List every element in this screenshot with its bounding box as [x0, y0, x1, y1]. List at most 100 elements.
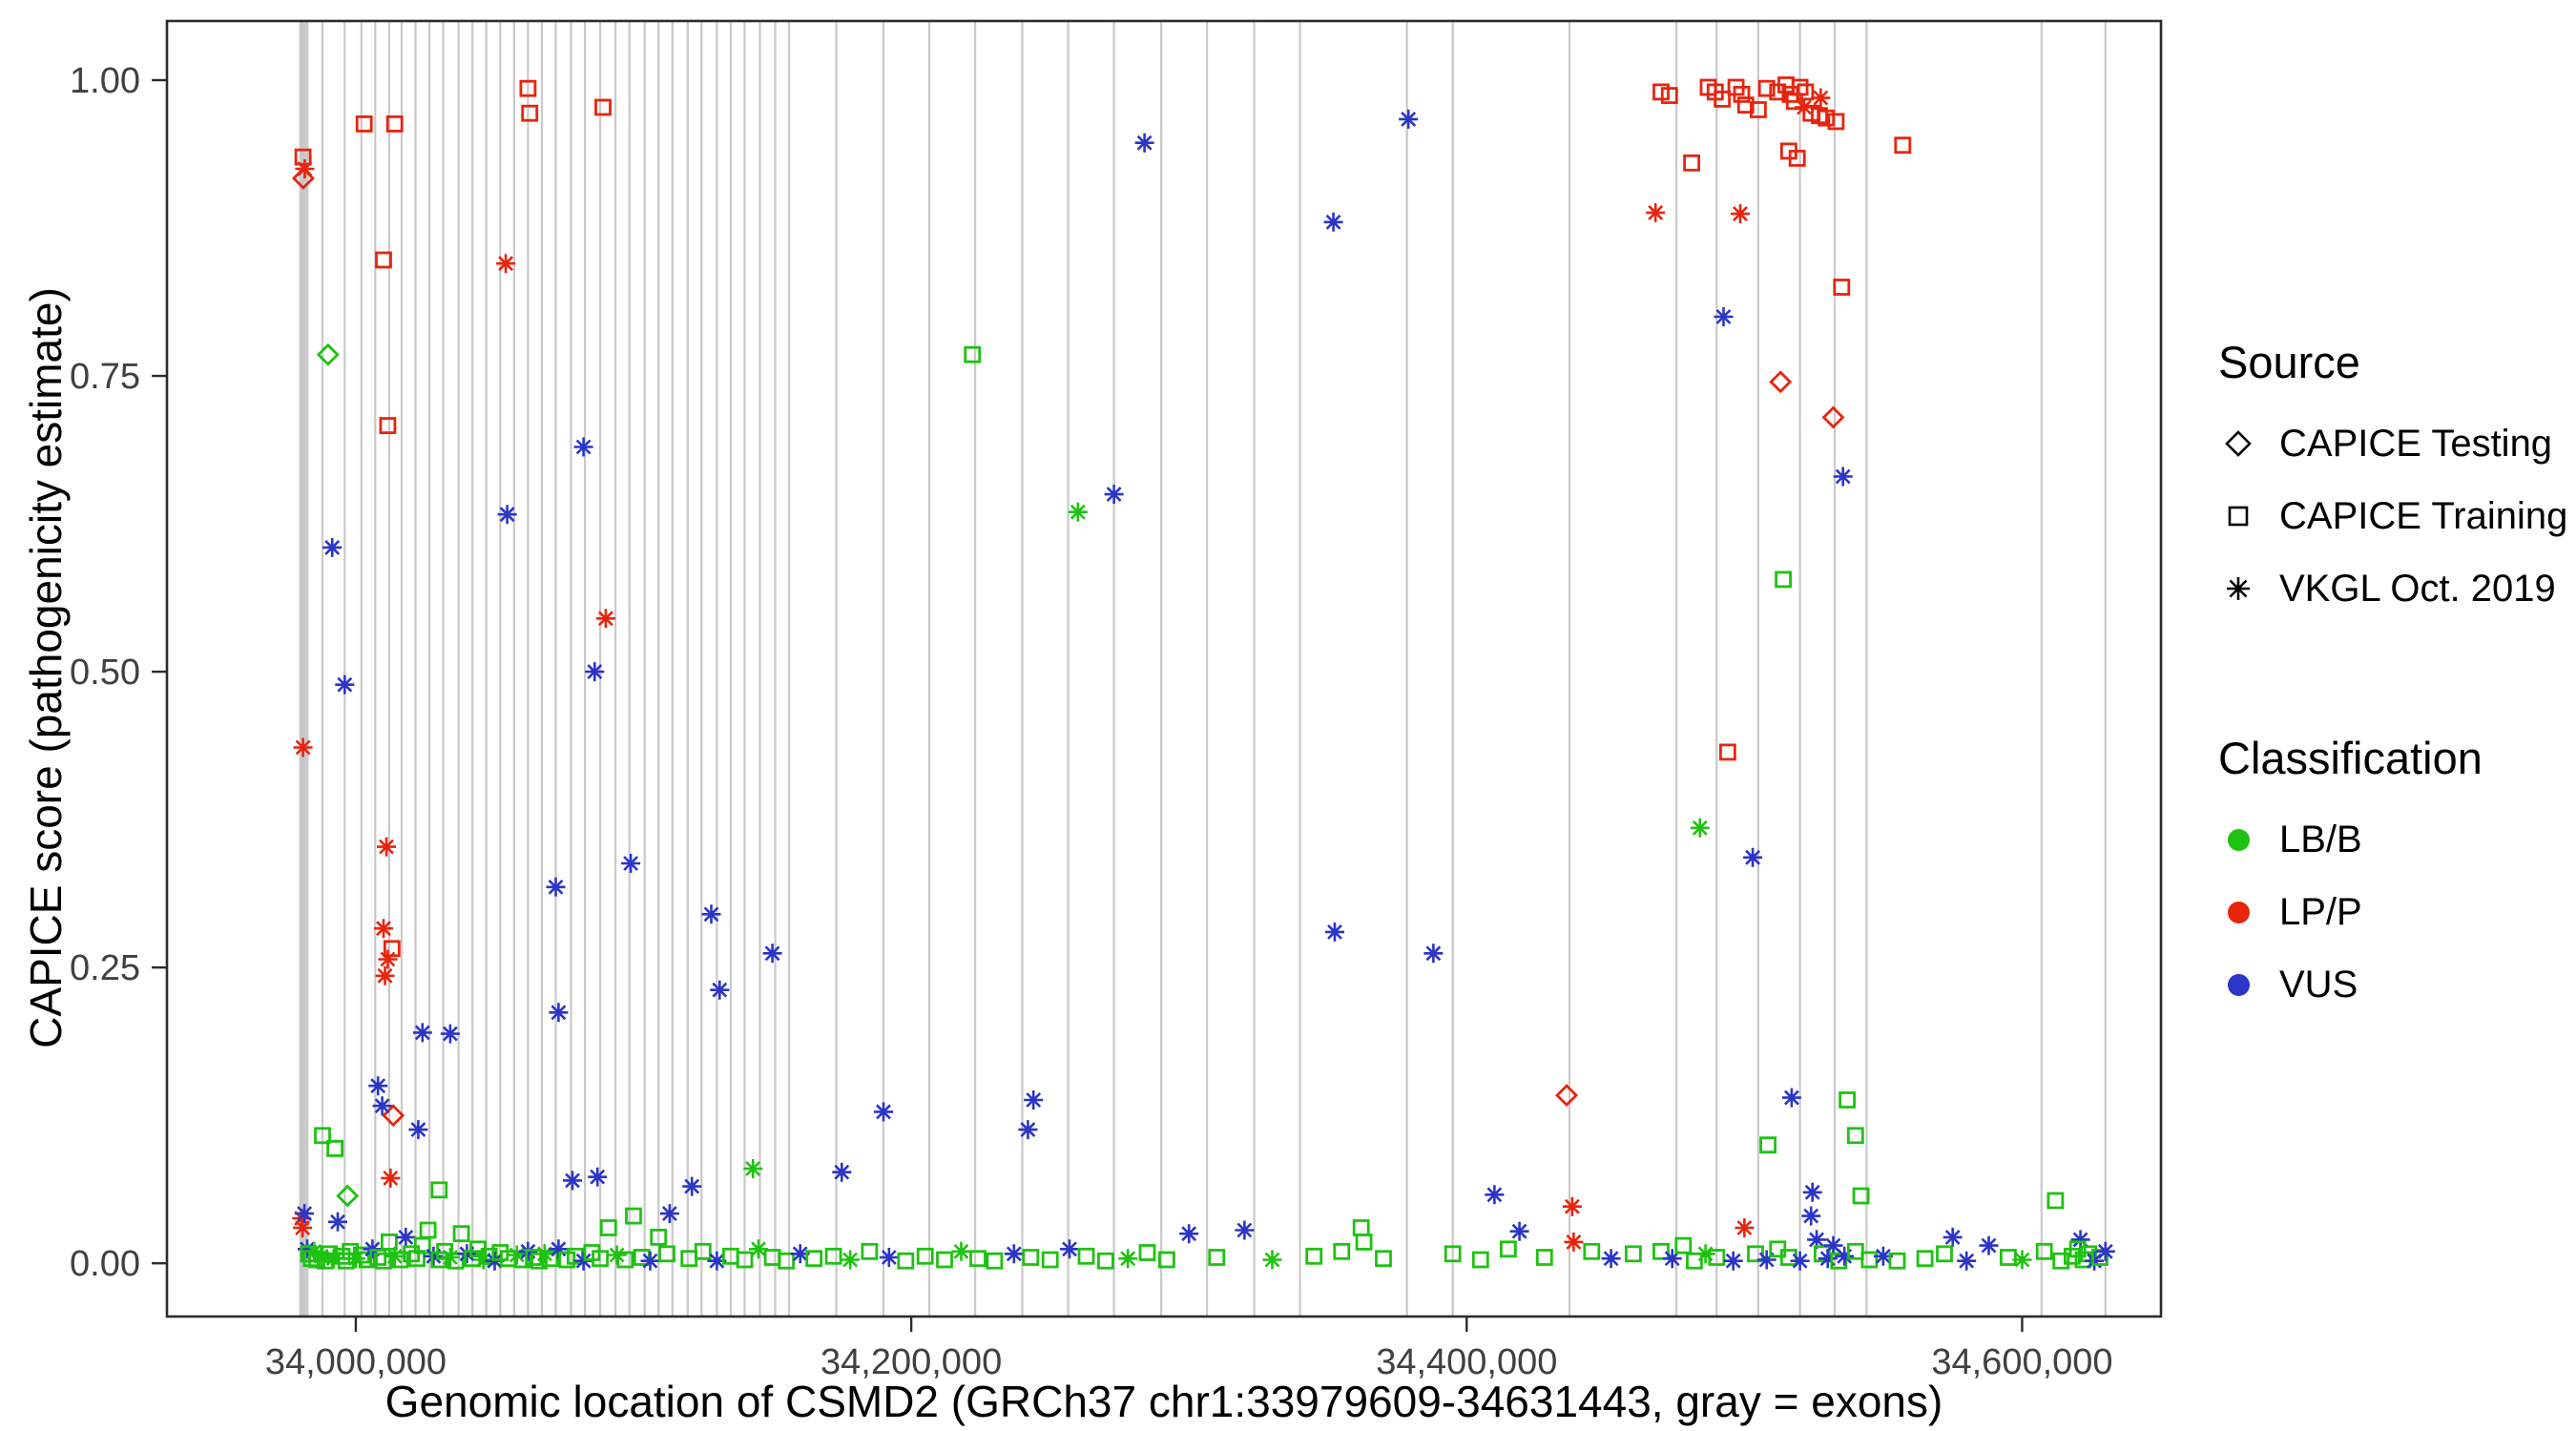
data-point-square: [1827, 113, 1845, 131]
data-point-asterisk: [1801, 1206, 1821, 1226]
data-point-asterisk: [496, 254, 516, 274]
data-point-square: [521, 104, 539, 122]
data-point-square: [430, 1181, 448, 1199]
data-point-asterisk: [1325, 922, 1344, 942]
data-point-asterisk: [412, 1023, 432, 1043]
data-point-asterisk: [585, 662, 605, 682]
data-point-asterisk: [440, 1024, 460, 1044]
data-point-asterisk: [546, 877, 566, 897]
data-point-asterisk: [497, 505, 517, 525]
data-point-square: [326, 1140, 344, 1157]
data-point-square: [1683, 154, 1700, 172]
data-point-asterisk: [335, 674, 355, 695]
data-point-asterisk: [1795, 97, 1814, 117]
data-point-asterisk: [396, 1227, 416, 1247]
data-point-square: [1797, 83, 1815, 101]
data-point-square: [375, 251, 392, 269]
data-point-asterisk: [440, 1248, 460, 1267]
data-point-square: [1714, 91, 1731, 108]
data-point-asterisk: [384, 1246, 405, 1266]
x-tick-label: 34,600,000: [1931, 1342, 2112, 1382]
data-point-asterisk: [1957, 1251, 1977, 1271]
legend-item-label: CAPICE Training: [2279, 494, 2568, 537]
data-point-square: [969, 1250, 987, 1268]
data-point-square: [736, 1251, 754, 1269]
y-axis-title: CAPICE score (pathogenicity estimate): [21, 287, 71, 1048]
data-point-asterisk: [1714, 307, 1734, 326]
data-point-asterisk: [707, 1251, 727, 1271]
data-point-asterisk: [1068, 502, 1088, 522]
data-point-asterisk: [1423, 944, 1444, 964]
data-point-square: [1625, 1245, 1642, 1263]
legend-source: Source CAPICE Testing CAPICE Training: [2218, 336, 2567, 625]
data-point-asterisk: [1060, 1239, 1079, 1259]
data-point-square: [1674, 1236, 1693, 1255]
data-point-square: [480, 1247, 498, 1265]
data-point-asterisk: [1509, 1221, 1529, 1241]
data-point-square: [1708, 1249, 1726, 1266]
data-point-square: [1733, 86, 1751, 103]
data-point-asterisk: [408, 1120, 428, 1140]
data-point-square: [986, 1252, 1004, 1270]
data-point-square: [1775, 570, 1792, 589]
x-axis-title: Genomic location of CSMD2 (GRCh37 chr1:3…: [384, 1377, 1943, 1426]
data-point-asterisk: [293, 1218, 313, 1237]
y-tick-label: 1.00: [70, 61, 140, 101]
data-point-asterisk: [1833, 467, 1853, 487]
data-point-diamond: [1555, 1084, 1579, 1108]
data-point-square: [1077, 1247, 1095, 1265]
data-point-asterisk: [1790, 1251, 1810, 1271]
data-point-square: [592, 1250, 609, 1268]
data-point-asterisk: [473, 1250, 493, 1270]
data-point-asterisk: [1562, 1196, 1582, 1216]
data-point-square: [1839, 1091, 1856, 1109]
data-point-asterisk: [534, 1244, 554, 1264]
data-point-asterisk: [743, 1159, 763, 1178]
data-point-square: [805, 1250, 823, 1268]
data-point-asterisk: [381, 1168, 401, 1188]
data-point-asterisk: [457, 1244, 477, 1264]
data-point-square: [1791, 78, 1809, 96]
data-point-asterisk: [1262, 1250, 1282, 1270]
data-point-asterisk: [951, 1241, 971, 1261]
data-point-asterisk: [1564, 1232, 1584, 1252]
data-point-asterisk: [549, 1239, 569, 1259]
data-point-square: [897, 1252, 915, 1270]
data-point-square: [1999, 1249, 2017, 1266]
data-point-asterisk: [2085, 1251, 2105, 1271]
data-point-square: [1916, 1250, 1934, 1268]
data-point-square: [419, 1221, 437, 1239]
data-point-asterisk: [328, 1212, 347, 1232]
data-point-asterisk: [790, 1244, 810, 1264]
data-point-square: [861, 1242, 879, 1260]
data-point-square: [1583, 1242, 1601, 1260]
data-point-square: [2046, 1192, 2065, 1210]
data-point-asterisk: [841, 1250, 861, 1270]
data-point-asterisk: [2095, 1241, 2115, 1261]
data-point-square: [447, 1252, 465, 1270]
data-point-asterisk: [710, 980, 730, 1000]
y-tick-label: 0.50: [70, 653, 140, 693]
data-point-diamond: [316, 342, 340, 366]
data-point-square: [519, 79, 537, 97]
data-point-square: [294, 148, 312, 166]
data-point-asterisk: [424, 1246, 444, 1266]
data-point-asterisk: [1662, 1249, 1682, 1269]
data-point-square: [1846, 1127, 1864, 1145]
data-point-asterisk: [1399, 109, 1419, 129]
data-point-asterisk: [621, 854, 641, 873]
data-point-diamond: [336, 1184, 360, 1208]
data-point-asterisk: [1835, 1246, 1855, 1266]
data-point-asterisk: [1323, 212, 1343, 232]
asterisk-icon: [2218, 569, 2258, 609]
data-point-square: [1652, 1242, 1670, 1260]
data-point-square: [778, 1252, 795, 1270]
data-point-square: [2035, 1242, 2053, 1260]
data-point-square: [694, 1242, 712, 1260]
legend-item-capice-testing: CAPICE Testing: [2218, 407, 2567, 480]
legend-item-label: CAPICE Testing: [2279, 422, 2553, 465]
data-point-asterisk: [1942, 1227, 1963, 1247]
data-point-asterisk: [1024, 1090, 1044, 1110]
data-point-square: [1852, 1187, 1870, 1205]
legend-item-lbb: LB/B: [2218, 803, 2567, 876]
